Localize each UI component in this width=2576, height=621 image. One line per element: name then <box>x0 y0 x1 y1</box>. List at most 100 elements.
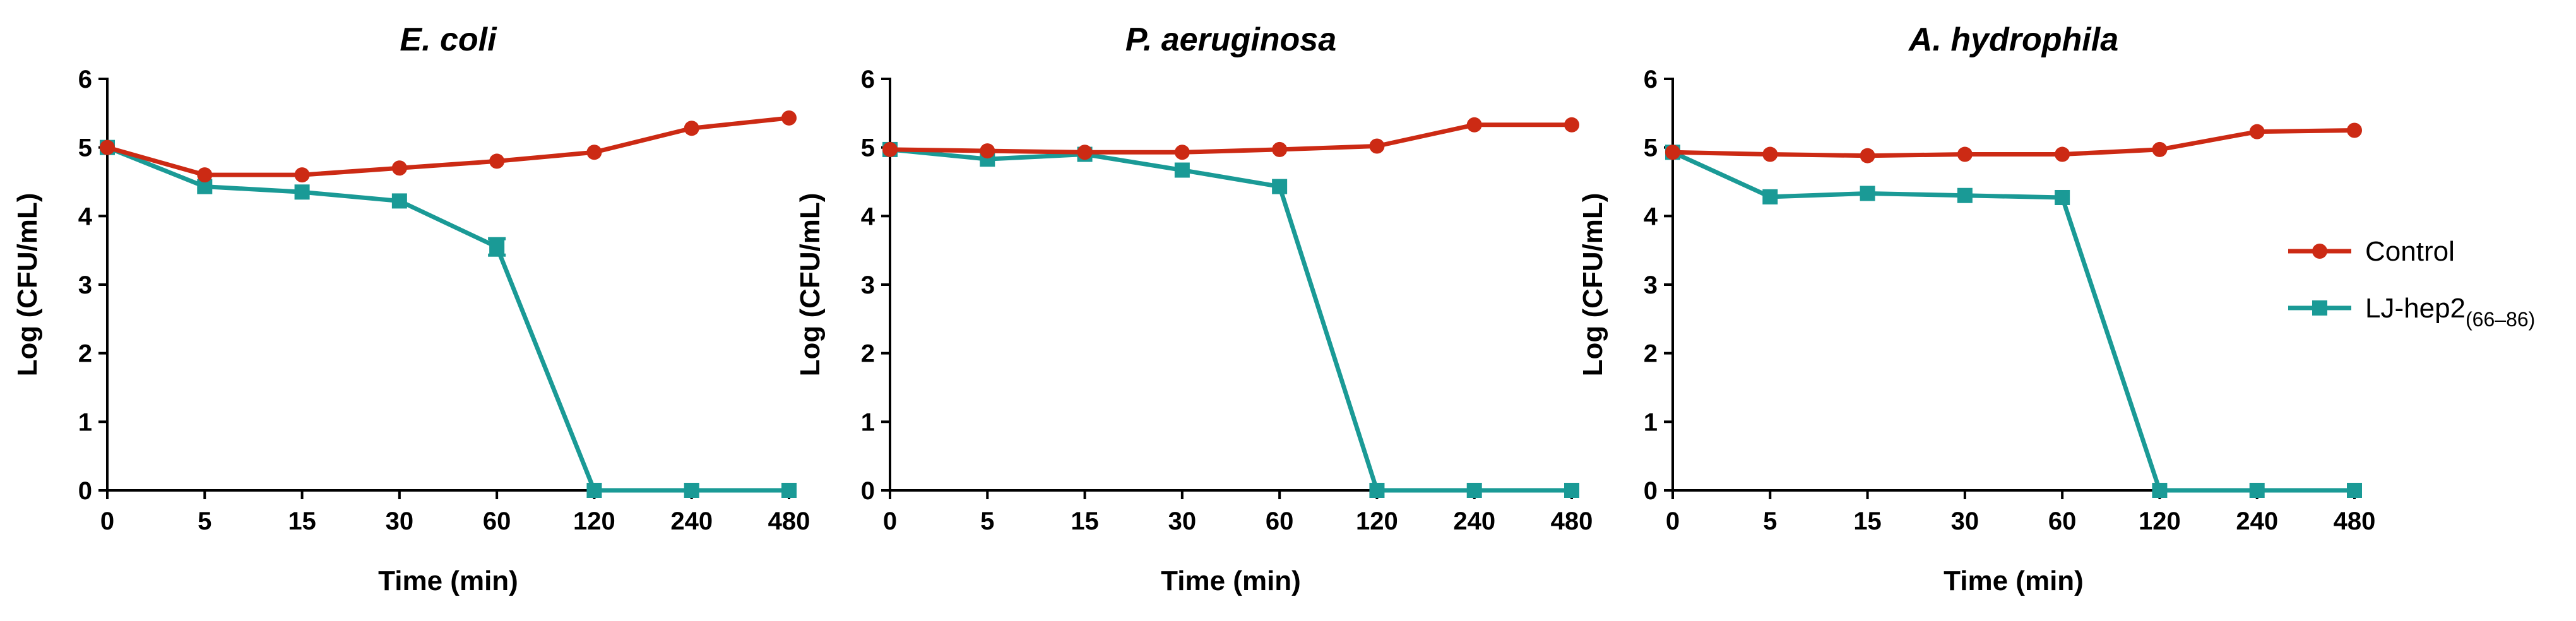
data-point-lj-hep2 <box>2055 189 2070 205</box>
y-tick-label: 6 <box>861 66 875 93</box>
y-tick-label: 5 <box>78 134 92 162</box>
series-line-lj-hep2 <box>106 145 789 493</box>
y-tick-label: 0 <box>78 477 92 505</box>
data-point-control <box>294 167 310 183</box>
data-point-control <box>1564 117 1579 133</box>
x-tick-label: 5 <box>1763 507 1777 535</box>
legend-label-subscript: (66–86) <box>2466 308 2535 331</box>
chart-title: P. aeruginosa <box>1125 21 1336 58</box>
x-tick-label: 120 <box>2139 507 2181 535</box>
data-point-control <box>1272 141 1288 157</box>
data-point-lj-hep2 <box>391 193 407 209</box>
y-tick-label: 1 <box>861 408 875 436</box>
data-point-lj-hep2 <box>2347 483 2362 498</box>
x-tick-label: 480 <box>768 507 810 535</box>
x-tick-label: 60 <box>483 507 511 535</box>
chart-title: E. coli <box>400 21 497 58</box>
legend-marker <box>2312 244 2327 259</box>
y-tick-label: 1 <box>1644 408 1658 436</box>
data-point-control <box>489 153 505 169</box>
y-tick-label: 0 <box>861 477 875 505</box>
data-point-lj-hep2 <box>1762 189 1778 204</box>
y-tick-label: 3 <box>78 271 92 299</box>
data-point-lj-hep2 <box>2152 483 2168 498</box>
x-axis-label: Time (min) <box>1161 565 1301 596</box>
y-axis-label: Log (CFU/mL) <box>795 193 826 377</box>
data-point-control <box>1665 145 1680 160</box>
data-point-control <box>1860 148 1875 163</box>
y-tick-label: 1 <box>78 408 92 436</box>
data-point-control <box>100 139 115 155</box>
data-point-lj-hep2 <box>781 483 797 498</box>
series-line-control <box>107 115 790 177</box>
y-tick-label: 4 <box>78 203 93 230</box>
data-point-lj-hep2 <box>1957 187 1973 203</box>
chart-title: A. hydrophila <box>1908 21 2118 58</box>
data-point-control <box>882 141 898 157</box>
y-tick-label: 3 <box>861 271 875 299</box>
x-tick-label: 0 <box>100 507 114 535</box>
y-tick-label: 3 <box>1644 271 1658 299</box>
data-point-lj-hep2 <box>1369 483 1385 498</box>
data-point-lj-hep2 <box>586 483 602 498</box>
y-tick-label: 2 <box>1644 340 1658 368</box>
x-tick-label: 0 <box>1666 507 1680 535</box>
data-point-control <box>586 145 602 160</box>
x-tick-label: 15 <box>1853 507 1882 535</box>
data-point-control <box>2347 122 2362 138</box>
x-tick-label: 30 <box>1168 507 1197 535</box>
series-line-lj-hep2 <box>1671 150 2354 493</box>
legend-label: Control <box>2365 236 2455 267</box>
series-line-control <box>1672 128 2355 158</box>
data-point-lj-hep2 <box>294 184 310 200</box>
x-tick-label: 5 <box>980 507 994 535</box>
x-tick-label: 480 <box>1551 507 1593 535</box>
data-point-control <box>197 167 213 183</box>
x-tick-label: 120 <box>1356 507 1398 535</box>
data-point-control <box>2249 124 2265 139</box>
data-point-control <box>1466 117 1482 133</box>
data-point-lj-hep2 <box>1466 483 1482 498</box>
data-point-control <box>781 110 797 126</box>
legend: Control LJ-hep2(66–86) <box>2288 236 2535 331</box>
x-tick-label: 30 <box>386 507 414 535</box>
data-point-control <box>980 143 995 159</box>
data-point-lj-hep2 <box>1174 162 1190 178</box>
x-tick-label: 60 <box>1266 507 1294 535</box>
x-tick-label: 240 <box>2236 507 2278 535</box>
legend-label: LJ-hep2(66–86) <box>2365 293 2535 331</box>
x-tick-label: 60 <box>2048 507 2077 535</box>
data-point-lj-hep2 <box>684 483 699 498</box>
x-tick-label: 240 <box>1453 507 1495 535</box>
data-point-lj-hep2 <box>1860 186 1875 201</box>
data-point-lj-hep2 <box>2249 483 2265 498</box>
data-point-lj-hep2 <box>1564 483 1579 498</box>
y-tick-label: 6 <box>78 66 92 93</box>
x-tick-label: 120 <box>573 507 615 535</box>
x-tick-label: 240 <box>670 507 713 535</box>
legend-marker <box>2312 300 2327 316</box>
y-tick-label: 5 <box>861 134 875 162</box>
y-tick-label: 4 <box>861 203 875 230</box>
y-tick-label: 4 <box>1644 203 1658 230</box>
x-tick-label: 15 <box>1071 507 1099 535</box>
x-tick-label: 480 <box>2334 507 2376 535</box>
data-point-control <box>1957 146 1973 162</box>
data-point-control <box>1077 145 1093 160</box>
y-tick-label: 6 <box>1644 66 1658 93</box>
y-tick-label: 5 <box>1644 134 1658 162</box>
x-tick-label: 5 <box>198 507 211 535</box>
data-point-control <box>2152 141 2168 157</box>
data-point-control <box>1369 138 1385 154</box>
y-tick-label: 2 <box>861 340 875 368</box>
series-line-control <box>889 122 1572 155</box>
data-point-lj-hep2 <box>489 239 505 255</box>
data-point-control <box>1762 146 1778 162</box>
x-tick-label: 30 <box>1951 507 1979 535</box>
x-tick-label: 15 <box>288 507 316 535</box>
